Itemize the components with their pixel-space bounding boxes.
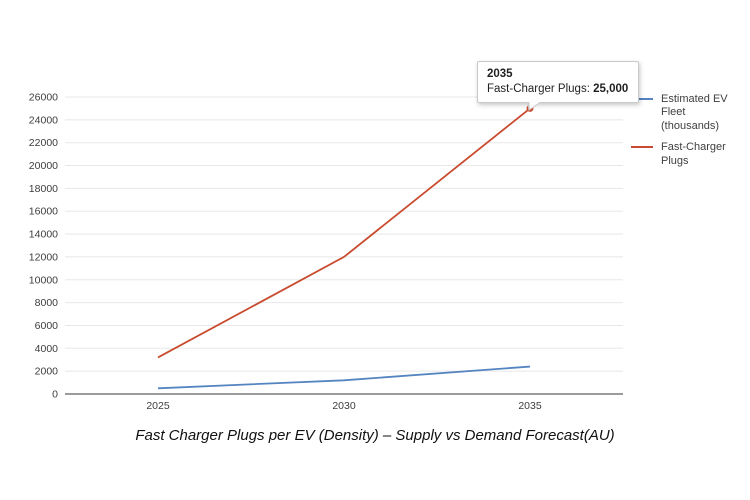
series-line-ev-fleet[interactable] — [157, 365, 531, 390]
legend-label: Estimated EV Fleet (thousands) — [661, 93, 728, 132]
tooltip-value: 25,000 — [593, 83, 629, 95]
y-tick-label: 10000 — [29, 274, 58, 286]
data-point-tooltip: 2035 Fast-Charger Plugs: 25,000 — [477, 61, 640, 103]
y-tick-label: 16000 — [29, 206, 58, 218]
ev-fleet-line-swatch — [631, 98, 653, 100]
y-tick-label: 12000 — [29, 251, 58, 263]
x-tick-label: 2025 — [146, 400, 170, 412]
tooltip-body: Fast-Charger Plugs: 25,000 — [487, 83, 628, 95]
y-tick-label: 26000 — [29, 92, 58, 104]
y-tick-label: 0 — [52, 389, 58, 401]
x-tick-label: 2030 — [332, 400, 356, 412]
plugs-line-swatch — [631, 146, 653, 149]
legend-label: Fast-Charger Plugs — [661, 141, 726, 167]
y-tick-label: 8000 — [35, 297, 59, 309]
y-tick-label: 6000 — [35, 320, 59, 332]
y-tick-label: 22000 — [29, 137, 58, 149]
y-tick-label: 18000 — [29, 183, 58, 195]
y-tick-label: 14000 — [29, 229, 58, 241]
y-tick-label: 24000 — [29, 114, 58, 126]
y-tick-label: 4000 — [35, 343, 59, 355]
y-tick-label: 2000 — [35, 366, 59, 378]
y-tick-label: 20000 — [29, 160, 58, 172]
legend-item-fast-charger-plugs[interactable]: Fast-Charger Plugs — [631, 141, 746, 168]
tooltip-series-label: Fast-Charger Plugs: — [487, 83, 590, 95]
legend-item-ev-fleet[interactable]: Estimated EV Fleet (thousands) — [631, 93, 746, 133]
chart-title: Fast Charger Plugs per EV (Density) – Su… — [135, 427, 615, 444]
series-line-fast-charger-plugs[interactable] — [157, 107, 531, 359]
tooltip-title: 2035 — [487, 68, 513, 80]
x-tick-label: 2035 — [518, 400, 542, 412]
legend: Estimated EV Fleet (thousands) Fast-Char… — [631, 93, 746, 176]
